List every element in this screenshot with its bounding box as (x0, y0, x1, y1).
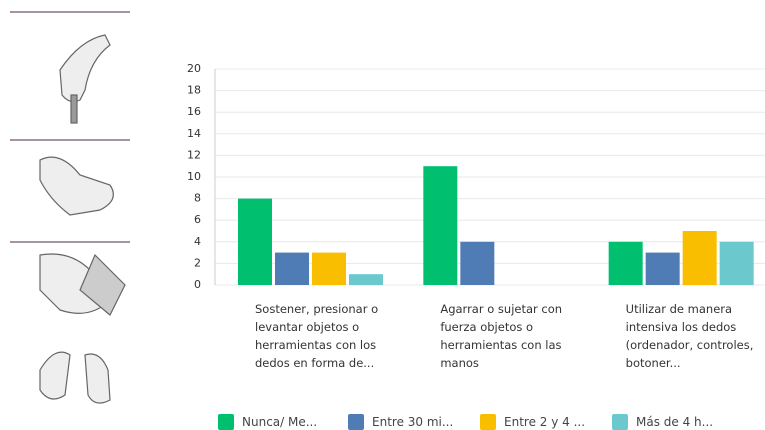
hand-icon (39, 351, 71, 400)
legend-label: Entre 30 mi... (372, 415, 454, 429)
legend-entry: Más de 4 h... (612, 414, 713, 430)
bar (423, 166, 458, 285)
bar (645, 252, 680, 285)
bar (682, 231, 717, 285)
tool-icon (70, 94, 78, 124)
bar (349, 274, 383, 285)
y-tick-label: 18 (187, 84, 201, 97)
legend-label: Más de 4 h... (636, 415, 714, 429)
hand-icon (59, 34, 111, 103)
legend-entry: Entre 30 mi... (348, 414, 453, 430)
keyboard-icon (79, 253, 126, 316)
y-tick-label: 2 (194, 256, 201, 269)
x-tick-label: Utilizar de manera intensiva los dedos (… (625, 302, 754, 370)
y-tick-label: 0 (194, 278, 201, 291)
bar (608, 241, 643, 285)
bar (460, 241, 495, 285)
bar (238, 198, 272, 285)
bar (275, 252, 309, 285)
legend-swatch (612, 414, 628, 430)
legend-swatch (480, 414, 496, 430)
legend-label: Entre 2 y 4 ... (504, 415, 586, 429)
legend-entry: Nunca/ Me... (218, 414, 317, 430)
hand-icons (39, 34, 126, 404)
hand-icon (84, 353, 111, 404)
bar (719, 241, 754, 285)
bar (312, 252, 346, 285)
y-tick-label: 8 (194, 192, 201, 205)
y-tick-label: 16 (187, 105, 201, 118)
illustrations (10, 11, 130, 243)
y-tick-label: 12 (187, 148, 201, 161)
y-tick-label: 4 (194, 235, 201, 248)
legend-swatch (218, 414, 234, 430)
hand-icon (39, 156, 114, 216)
x-tick-label: Sostener, presionar o levantar objetos o… (255, 302, 379, 370)
legend-swatch (348, 414, 364, 430)
y-tick-label: 10 (187, 170, 201, 183)
legend-entry: Entre 2 y 4 ... (480, 414, 585, 430)
x-tick-label: Agarrar o sujetar con fuerza objetos o h… (440, 302, 563, 370)
y-tick-label: 6 (194, 213, 201, 226)
y-tick-label: 14 (187, 127, 201, 140)
y-tick-label: 20 (187, 62, 201, 75)
legend-label: Nunca/ Me... (242, 415, 318, 429)
